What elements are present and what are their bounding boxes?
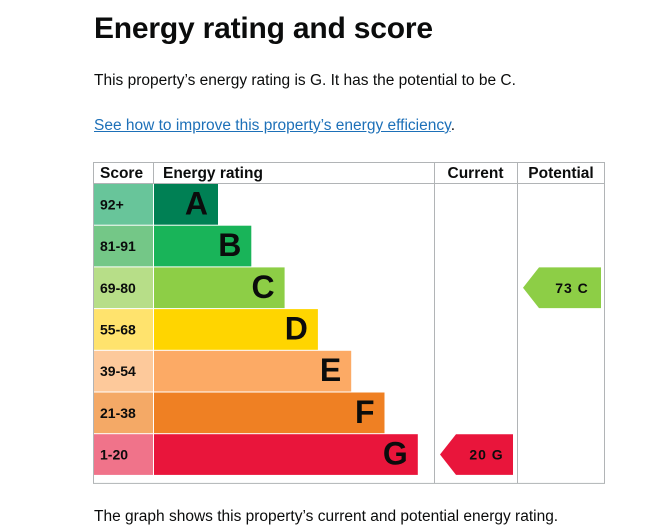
improve-link-line: See how to improve this property’s energ… [94, 117, 455, 135]
header-score: Score [100, 165, 143, 182]
band-bar-f [154, 392, 385, 434]
band-letter-b: B [218, 227, 241, 263]
chart-frame [93, 162, 605, 484]
score-label-b: 81-91 [100, 238, 136, 254]
score-cell-c [94, 267, 153, 309]
band-bar-g [154, 434, 418, 475]
band-bar-d [154, 309, 318, 350]
score-label-f: 21-38 [100, 405, 136, 421]
band-bar-c [154, 267, 285, 309]
score-label-e: 39-54 [100, 363, 136, 379]
score-label-g: 1-20 [100, 447, 128, 463]
rating-summary: This property’s energy rating is G. It h… [94, 72, 516, 89]
band-letter-f: F [355, 394, 375, 430]
current-rating-label: 20 G [469, 447, 503, 463]
current-rating-arrow [440, 434, 513, 475]
page-title: Energy rating and score [94, 12, 433, 45]
header-energy-rating: Energy rating [163, 165, 263, 182]
band-bar-e [154, 350, 352, 392]
band-letter-d: D [285, 310, 308, 346]
band-letter-e: E [320, 352, 341, 388]
score-cell-d [94, 309, 153, 350]
band-letter-g: G [383, 436, 408, 472]
score-cell-g [94, 434, 153, 475]
band-bar-a [154, 184, 218, 225]
graph-caption: The graph shows this property’s current … [94, 508, 559, 525]
potential-rating-label: 73 C [555, 280, 589, 296]
score-cell-b [94, 225, 153, 267]
score-cell-f [94, 392, 153, 434]
band-letter-c: C [251, 269, 274, 305]
score-cell-e [94, 350, 153, 392]
score-label-c: 69-80 [100, 280, 136, 296]
header-potential: Potential [528, 165, 593, 182]
potential-rating-arrow [523, 267, 601, 309]
score-cell-a [94, 184, 153, 225]
header-current: Current [448, 165, 504, 182]
band-bar-b [154, 225, 252, 267]
band-letter-a: A [185, 185, 208, 221]
link-suffix: . [450, 117, 455, 134]
score-label-d: 55-68 [100, 321, 136, 337]
score-label-a: 92+ [100, 196, 124, 212]
improve-efficiency-link[interactable]: See how to improve this property’s energ… [94, 117, 451, 134]
